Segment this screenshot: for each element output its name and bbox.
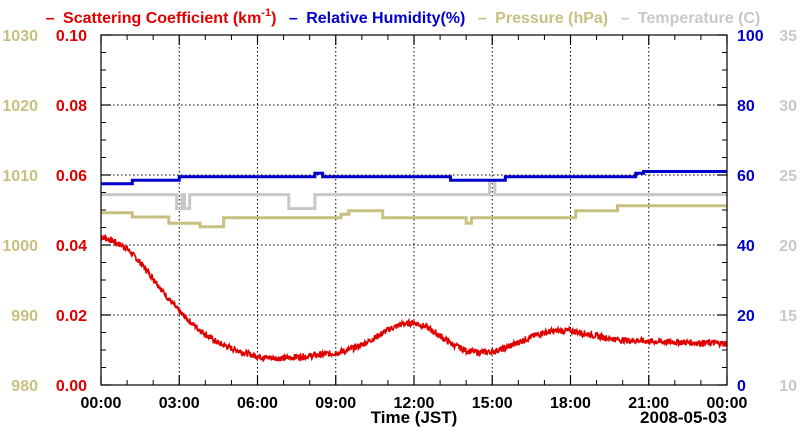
temperature-tick-label: 20 [779,238,797,255]
humidity-tick-label: 100 [737,28,764,45]
pressure-tick-label: 1030 [2,28,38,45]
x-axis-title: Time (JST) [371,408,458,427]
series-scattering-coefficient [100,233,728,363]
temperature-tick-label: 25 [779,168,797,185]
scattering-tick-label: 0.00 [56,378,87,395]
legend-sup-scattering: -1 [261,7,271,19]
x-tick-label: 15:00 [472,395,513,412]
humidity-tick-label: 0 [737,378,746,395]
series-pressure [101,204,727,229]
humidity-tick-label: 80 [737,98,755,115]
legend-suffix-scattering: ) [271,10,276,27]
legend-marker-scattering: – [46,10,55,27]
humidity-tick-label: 40 [737,238,755,255]
temperature-tick-label: 30 [779,98,797,115]
x-tick-label: 03:00 [159,395,200,412]
legend-label-pressure: Pressure (hPa) [495,10,608,27]
x-tick-label: 12:00 [394,395,435,412]
legend-label-scattering: Scattering Coefficient (km [63,10,261,27]
x-tick-label: 00:00 [81,395,122,412]
series-layer [100,170,728,363]
x-tick-label: 06:00 [237,395,278,412]
pressure-tick-label: 1010 [2,168,38,185]
x-tick-label: 18:00 [550,395,591,412]
x-tick-label: 00:00 [707,395,748,412]
humidity-tick-label: 60 [737,168,755,185]
temperature-tick-label: 10 [779,378,797,395]
ticks [100,34,728,386]
legend-label-temperature: Temperature (C) [638,10,760,27]
legend-marker-humidity: – [289,10,298,27]
temperature-tick-label: 35 [779,28,797,45]
pressure-tick-label: 1020 [2,98,38,115]
legend-marker-temperature: – [621,10,630,27]
x-tick-label: 21:00 [628,395,669,412]
scattering-tick-label: 0.06 [56,168,87,185]
pressure-tick-label: 1000 [2,238,38,255]
x-tick-label: 09:00 [315,395,356,412]
scattering-tick-label: 0.08 [56,98,87,115]
scattering-tick-label: 0.02 [56,308,87,325]
temperature-tick-label: 15 [779,308,797,325]
humidity-tick-label: 20 [737,308,755,325]
pressure-tick-label: 990 [11,308,38,325]
legend: – Scattering Coefficient (km-1) – Relati… [46,7,761,27]
grid [101,35,727,385]
date-label: 2008-05-03 [640,408,727,427]
scattering-tick-label: 0.10 [56,28,87,45]
tick-labels: 00:00 03:00 06:00 09:00 12:00 15:00 18:00 21:00… [2,28,797,412]
legend-marker-pressure: – [478,10,487,27]
legend-label-humidity: Relative Humidity(%) [306,10,465,27]
series-relative-humidity [101,170,727,186]
pressure-tick-label: 980 [11,378,38,395]
scattering-tick-label: 0.04 [56,238,87,255]
